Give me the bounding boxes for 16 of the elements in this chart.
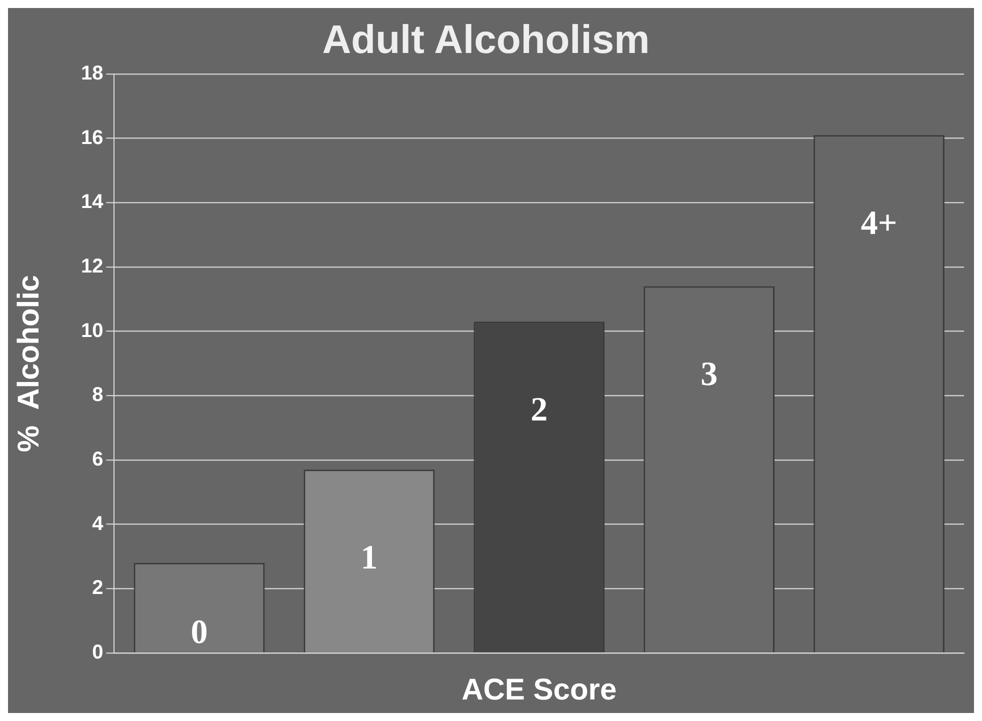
x-tick-label: 4+ <box>860 204 898 242</box>
y-tick-label: 2 <box>92 577 104 600</box>
y-axis-title: % Alcoholic <box>12 274 46 452</box>
y-tick-label: 10 <box>80 320 104 342</box>
x-tick-label: 3 <box>700 356 718 394</box>
chart-title: Adult Alcoholism <box>322 18 650 62</box>
x-tick-label: 1 <box>360 539 378 576</box>
y-tick-label: 12 <box>80 256 104 278</box>
x-axis-title: ACE Score <box>462 673 617 706</box>
y-tick-label: 14 <box>80 191 104 214</box>
y-tick-label: 8 <box>92 384 104 406</box>
y-tick-label: 16 <box>80 126 104 149</box>
y-tick-label: 6 <box>92 448 104 471</box>
y-tick-label: 0 <box>92 642 104 664</box>
y-tick-label: 18 <box>80 62 104 85</box>
y-tick-label: 4 <box>92 512 104 535</box>
